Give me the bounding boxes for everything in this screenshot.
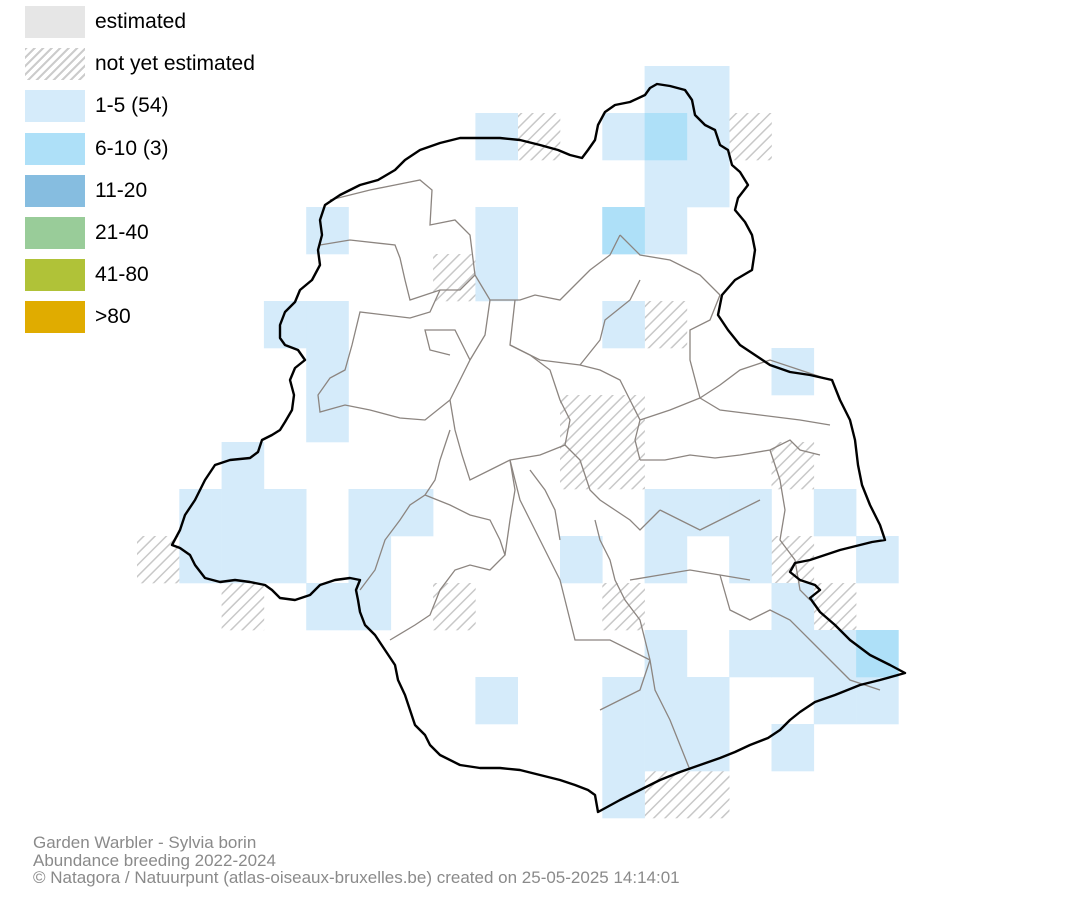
grid-cell-1-5 xyxy=(179,536,222,584)
legend-swatch xyxy=(25,6,85,38)
grid-cell-1-5 xyxy=(306,583,349,631)
species-name: Garden Warbler - Sylvia borin xyxy=(33,833,257,852)
legend-item: 6-10 (3) xyxy=(25,132,325,165)
grid-cell-1-5 xyxy=(306,395,349,443)
legend-label: not yet estimated xyxy=(95,52,255,76)
legend-item: 41-80 xyxy=(25,259,325,292)
legend-label: 6-10 (3) xyxy=(95,136,169,160)
grid-cell-1-5 xyxy=(263,536,307,584)
grid-cell-6-10 xyxy=(602,207,645,255)
grid-cell-6-10 xyxy=(856,630,899,678)
hatched-grid-cell xyxy=(602,583,645,631)
legend-label: 1-5 (54) xyxy=(95,94,169,118)
hatched-grid-cell xyxy=(729,113,772,161)
not-yet-estimated-cells xyxy=(137,113,857,819)
grid-cell-1-5 xyxy=(221,536,265,584)
grid-cell-1-5 xyxy=(686,489,730,537)
hatched-grid-cell xyxy=(602,442,645,490)
grid-cell-1-5 xyxy=(475,254,518,302)
legend-swatch xyxy=(25,90,85,123)
legend-swatch xyxy=(25,259,85,292)
grid-cell-1-5 xyxy=(644,207,688,255)
legend-label: 41-80 xyxy=(95,263,149,287)
grid-cell-1-5 xyxy=(644,724,688,772)
grid-cell-1-5 xyxy=(644,160,688,208)
hatched-grid-cell xyxy=(221,583,265,631)
grid-cell-1-5 xyxy=(221,489,265,537)
grid-cell-1-5 xyxy=(813,489,857,537)
legend-item: 1-5 (54) xyxy=(25,90,325,123)
grid-cell-1-5 xyxy=(686,677,730,725)
legend-item: 11-20 xyxy=(25,174,325,207)
legend-label: >80 xyxy=(95,305,131,329)
map-credits: Garden Warbler - Sylvia borin Abundance … xyxy=(33,834,680,887)
copyright-notice: © Natagora / Natuurpunt (atlas-oiseaux-b… xyxy=(33,868,680,887)
legend-swatch xyxy=(25,217,85,249)
grid-cell-1-5 xyxy=(560,536,603,584)
legend-swatch xyxy=(25,132,85,165)
grid-cell-1-5 xyxy=(306,301,349,349)
abundance-1-5-cells xyxy=(179,66,899,819)
grid-cell-1-5 xyxy=(729,536,772,584)
legend-item: estimated xyxy=(25,6,325,38)
grid-cell-1-5 xyxy=(221,442,265,490)
grid-cell-1-5 xyxy=(602,677,645,725)
grid-cell-1-5 xyxy=(602,724,645,772)
grid-cell-1-5 xyxy=(602,301,645,349)
municipality-boundaries xyxy=(317,179,881,771)
grid-cell-1-5 xyxy=(306,207,349,255)
legend-swatch xyxy=(25,301,85,334)
grid-cell-1-5 xyxy=(856,536,899,584)
grid-cell-1-5 xyxy=(729,630,772,678)
hatched-grid-cell xyxy=(517,113,561,161)
grid-cell-1-5 xyxy=(686,724,730,772)
legend-item: >80 xyxy=(25,301,325,334)
legend-label: 11-20 xyxy=(95,178,148,202)
grid-cell-1-5 xyxy=(729,489,772,537)
abundance-6-10-cells xyxy=(602,113,899,678)
grid-cell-1-5 xyxy=(475,207,518,255)
grid-cell-1-5 xyxy=(475,113,518,161)
grid-cell-1-5 xyxy=(602,113,645,161)
legend-item: 21-40 xyxy=(25,217,325,249)
grid-cell-1-5 xyxy=(602,771,645,819)
grid-cell-1-5 xyxy=(348,489,392,537)
hatched-grid-cell xyxy=(602,395,645,443)
legend-item: not yet estimated xyxy=(25,48,325,81)
grid-cell-1-5 xyxy=(475,677,518,725)
hatched-grid-cell xyxy=(644,301,688,349)
legend-swatch xyxy=(25,174,85,207)
grid-cell-1-5 xyxy=(686,113,730,161)
legend-label: 21-40 xyxy=(95,221,149,244)
grid-cell-1-5 xyxy=(686,160,730,208)
brussels-outer-boundary xyxy=(170,82,907,814)
hatched-grid-cell xyxy=(771,442,815,490)
grid-cell-1-5 xyxy=(263,301,307,349)
grid-cell-6-10 xyxy=(644,113,688,161)
grid-cell-1-5 xyxy=(644,536,688,584)
grid-cell-1-5 xyxy=(263,489,307,537)
legend-swatch xyxy=(25,48,85,81)
hatched-grid-cell xyxy=(686,771,730,819)
legend-label: estimated xyxy=(95,10,187,33)
grid-cell-1-5 xyxy=(390,489,434,537)
dataset-title: Abundance breeding 2022-2024 xyxy=(33,850,276,870)
hatched-grid-cell xyxy=(433,254,476,302)
grid-cell-1-5 xyxy=(644,630,688,678)
grid-cell-1-5 xyxy=(813,630,857,678)
grid-cell-1-5 xyxy=(644,677,688,725)
hatched-grid-cell xyxy=(813,583,857,631)
